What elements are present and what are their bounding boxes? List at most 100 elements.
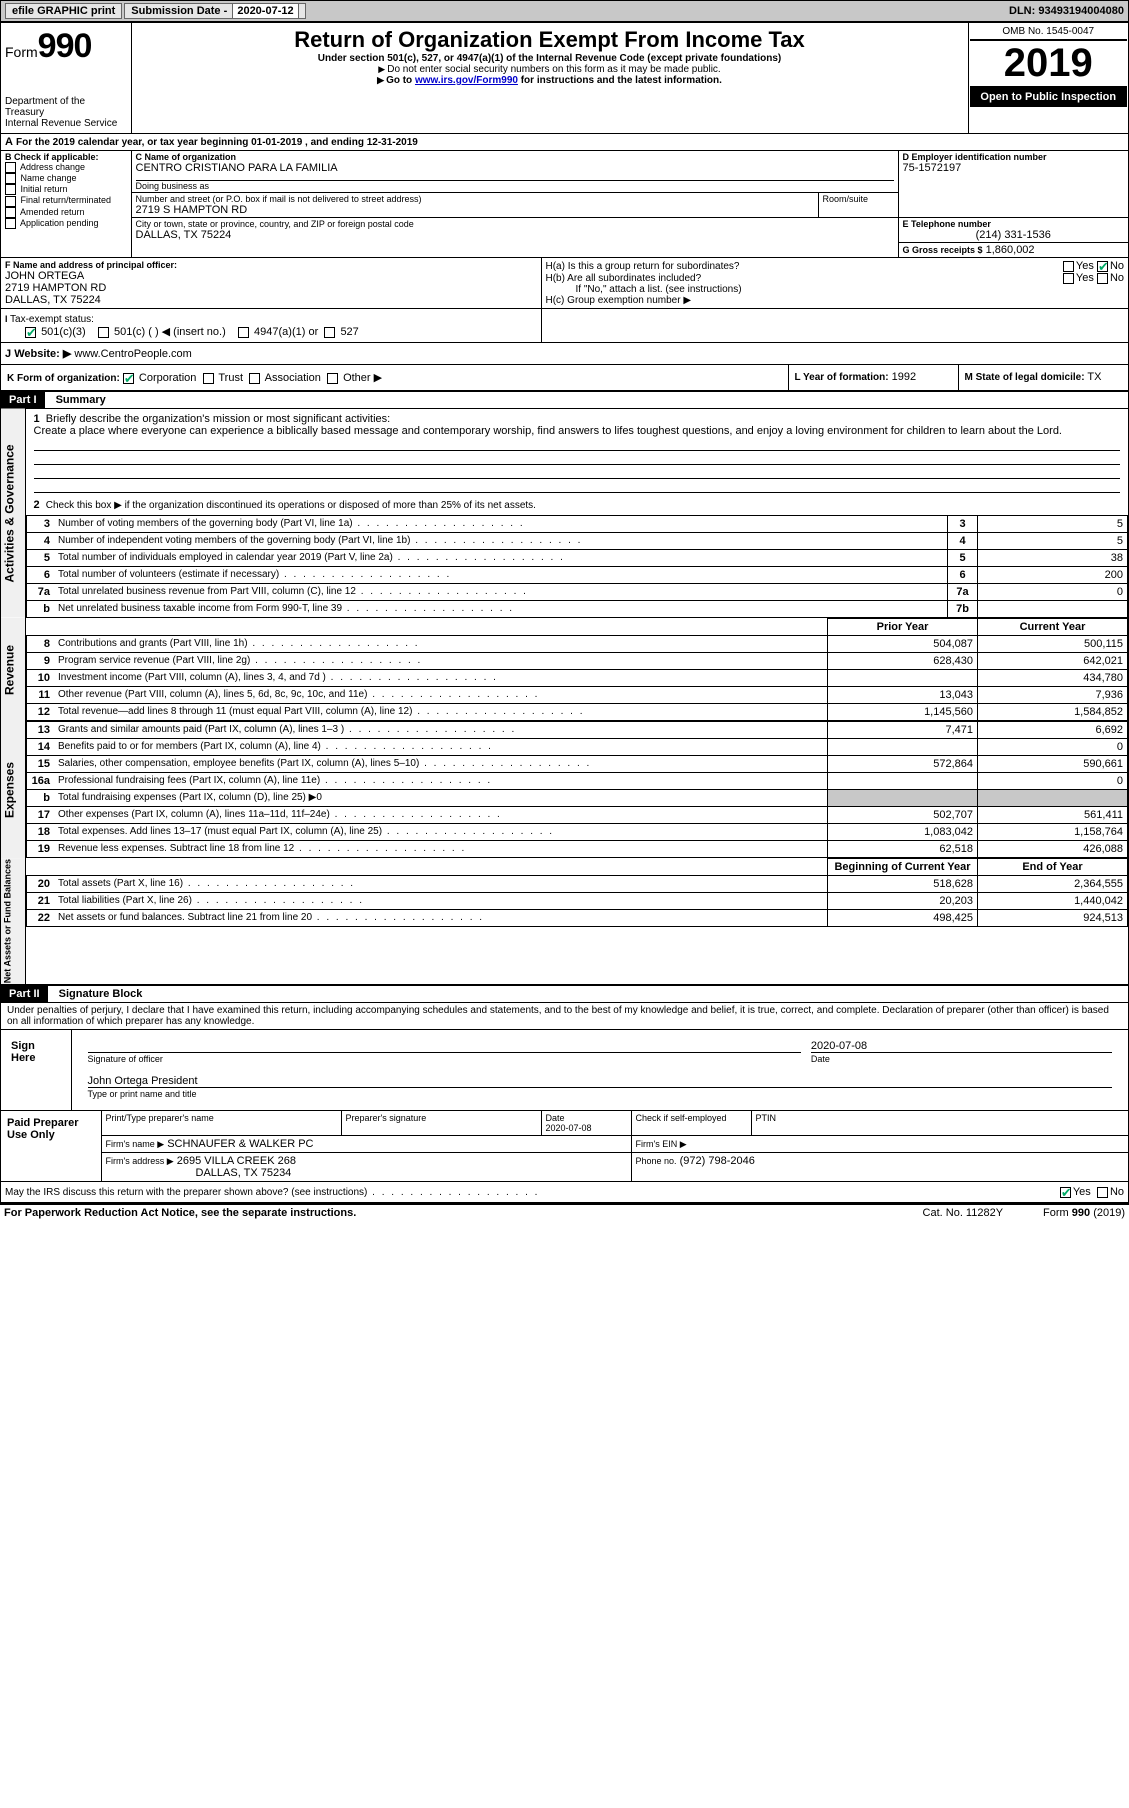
gross-label: G Gross receipts $ [903, 245, 983, 255]
firm-addr2: DALLAS, TX 75234 [106, 1167, 292, 1179]
form-title: Return of Organization Exempt From Incom… [136, 27, 964, 53]
table-row: 18Total expenses. Add lines 13–17 (must … [26, 824, 1128, 841]
section-a: A [5, 136, 13, 148]
section-klm: K Form of organization: Corporation Trus… [1, 364, 1128, 390]
firm-name: SCHNAUFER & WALKER PC [167, 1138, 313, 1150]
dln: DLN: 93493194004080 [1009, 5, 1124, 17]
checkbox-item[interactable]: Final return/terminated [5, 195, 127, 206]
h-c: H(c) Group exemption number ▶ [546, 295, 1125, 306]
side-revenue: Revenue [1, 618, 25, 721]
l-value: 1992 [892, 371, 916, 383]
prep-date: 2020-07-08 [546, 1123, 592, 1133]
table-row: 9Program service revenue (Part VIII, lin… [26, 653, 1128, 670]
table-row: bTotal fundraising expenses (Part IX, co… [26, 790, 1128, 807]
table-row: 14Benefits paid to or for members (Part … [26, 739, 1128, 756]
org-name: CENTRO CRISTIANO PARA LA FAMILIA [136, 162, 894, 174]
dept-label: Department of the Treasury [5, 96, 127, 118]
website-value: www.CentroPeople.com [74, 348, 191, 360]
ein-value: 75-1572197 [903, 162, 1125, 174]
top-bar: efile GRAPHIC print Submission Date - 20… [0, 0, 1129, 22]
dln-label: DLN: [1009, 5, 1038, 17]
signature-block: Sign Here Signature of officer 2020-07-0… [1, 1029, 1128, 1110]
table-row: 21Total liabilities (Part X, line 26)20,… [26, 893, 1128, 910]
footer-right: Form 990 (2019) [1043, 1207, 1125, 1219]
discuss-no[interactable] [1097, 1187, 1108, 1198]
efile-button[interactable]: efile GRAPHIC print [5, 3, 122, 19]
table-row: 16aProfessional fundraising fees (Part I… [26, 773, 1128, 790]
paid-preparer-label: Paid Preparer Use Only [1, 1111, 101, 1182]
gross-value: 1,860,002 [986, 244, 1035, 256]
firm-addr1: 2695 VILLA CREEK 268 [177, 1155, 296, 1167]
tax-status-label: Tax-exempt status: [10, 314, 94, 325]
table-row: 5Total number of individuals employed in… [26, 550, 1128, 567]
addr-value: 2719 S HAMPTON RD [136, 204, 814, 216]
phone-label: E Telephone number [903, 219, 1125, 229]
k-label: K Form of organization: [7, 373, 120, 384]
chk-4947[interactable] [238, 327, 249, 338]
officer-label: F Name and address of principal officer: [5, 260, 537, 270]
expenses-table: 13Grants and similar amounts paid (Part … [26, 721, 1129, 858]
preparer-block: Paid Preparer Use Only Print/Type prepar… [1, 1110, 1128, 1181]
section-b-g: B Check if applicable: Address change Na… [1, 150, 1128, 257]
table-row: 4Number of independent voting members of… [26, 533, 1128, 550]
part1-body: Activities & Governance 1 Briefly descri… [1, 408, 1128, 984]
note-goto: Go to www.irs.gov/Form990 for instructio… [136, 75, 964, 86]
h-a: H(a) Is this a group return for subordin… [546, 260, 1125, 272]
footer-left: For Paperwork Reduction Act Notice, see … [4, 1207, 356, 1219]
chk-501c3[interactable] [25, 327, 36, 338]
firm-phone: (972) 798-2046 [680, 1155, 755, 1167]
table-row: 11Other revenue (Part VIII, column (A), … [26, 687, 1128, 704]
table-row: 15Salaries, other compensation, employee… [26, 756, 1128, 773]
checkbox-item[interactable]: Address change [5, 162, 127, 173]
h-b: H(b) Are all subordinates included? Yes … [546, 272, 1125, 284]
side-expenses: Expenses [1, 721, 25, 858]
form-subtitle: Under section 501(c), 527, or 4947(a)(1)… [136, 53, 964, 64]
side-netassets: Net Assets or Fund Balances [1, 858, 25, 984]
footer-mid: Cat. No. 11282Y [923, 1207, 1004, 1219]
checkbox-item[interactable]: Name change [5, 173, 127, 184]
chk-corp[interactable] [123, 373, 134, 384]
note-ssn: Do not enter social security numbers on … [136, 64, 964, 75]
checkbox-item[interactable]: Amended return [5, 207, 127, 218]
discuss-yes[interactable] [1060, 1187, 1071, 1198]
city-value: DALLAS, TX 75224 [136, 229, 894, 241]
chk-other[interactable] [327, 373, 338, 384]
l-label: L Year of formation: [795, 372, 889, 383]
governance-table: 3Number of voting members of the governi… [26, 515, 1129, 618]
form-number: 990 [38, 27, 92, 65]
form-header: Form990 Department of the Treasury Inter… [1, 23, 1128, 133]
room-label: Room/suite [823, 194, 894, 204]
checkbox-item[interactable]: Application pending [5, 218, 127, 229]
irs-link[interactable]: www.irs.gov/Form990 [415, 75, 518, 86]
q2-text: Check this box ▶ if the organization dis… [46, 500, 536, 511]
chk-assoc[interactable] [249, 373, 260, 384]
table-row: 7aTotal unrelated business revenue from … [26, 584, 1128, 601]
form-label: Form990 [5, 27, 127, 66]
q1-label: Briefly describe the organization's miss… [46, 413, 390, 425]
ein-label: D Employer identification number [903, 152, 1125, 162]
table-row: 8Contributions and grants (Part VIII, li… [26, 636, 1128, 653]
chk-527[interactable] [324, 327, 335, 338]
table-row: 6Total number of volunteers (estimate if… [26, 567, 1128, 584]
addr-label: Number and street (or P.O. box if mail i… [136, 194, 814, 204]
table-row: 22Net assets or fund balances. Subtract … [26, 910, 1128, 927]
table-row: bNet unrelated business taxable income f… [26, 601, 1128, 618]
dba-label: Doing business as [136, 181, 894, 191]
chk-501c[interactable] [98, 327, 109, 338]
m-value: TX [1087, 371, 1101, 383]
chk-trust[interactable] [203, 373, 214, 384]
officer-addr1: 2719 HAMPTON RD [5, 282, 537, 294]
checkbox-item[interactable]: Initial return [5, 184, 127, 195]
h-b-note: If "No," attach a list. (see instruction… [546, 284, 1125, 295]
sig-name: John Ortega President [88, 1075, 1113, 1088]
prep-sig-label: Preparer's signature [341, 1111, 541, 1136]
sign-here: Sign Here [1, 1030, 71, 1111]
table-row: 19Revenue less expenses. Subtract line 1… [26, 841, 1128, 858]
m-label: M State of legal domicile: [965, 372, 1085, 383]
submission-button[interactable]: Submission Date - 2020-07-12 [124, 3, 305, 19]
prep-name-label: Print/Type preparer's name [101, 1111, 341, 1136]
table-row: 20Total assets (Part X, line 16)518,6282… [26, 876, 1128, 893]
officer-name: JOHN ORTEGA [5, 270, 537, 282]
q1-text: Create a place where everyone can experi… [34, 425, 1121, 437]
ptin-label: PTIN [751, 1111, 1128, 1136]
